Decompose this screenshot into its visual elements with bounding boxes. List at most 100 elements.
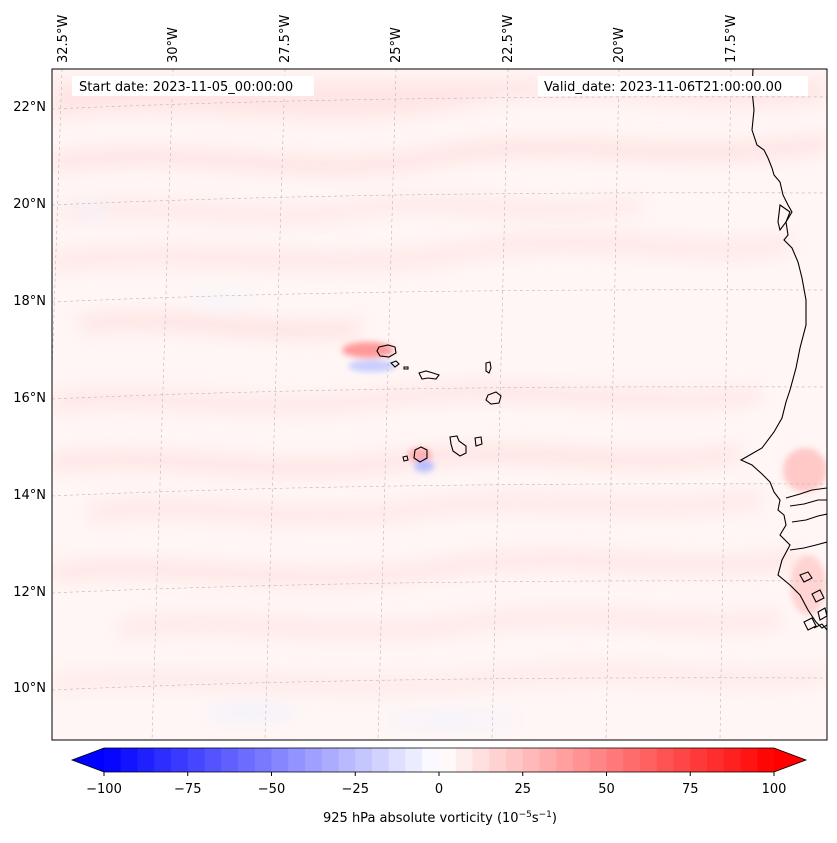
- island-brava: [402, 455, 409, 462]
- colorbar-level: [556, 748, 574, 772]
- lat-label: 12°N: [13, 585, 46, 600]
- colorbar-level: [405, 748, 423, 772]
- colorbar-level: [640, 748, 658, 772]
- colorbar-tick-label: 0: [435, 782, 443, 797]
- cape-verde-islands: [376, 344, 502, 463]
- colorbar-level: [422, 748, 440, 772]
- colorbar-level: [539, 748, 557, 772]
- colorbar-level: [288, 748, 306, 772]
- colorbar-level: [439, 748, 457, 772]
- lon-label: 20°W: [612, 27, 627, 63]
- longitude-labels: 32.5°W 30°W 27.5°W 25°W 22.5°W 20°W 17.5…: [56, 15, 739, 63]
- lat-label: 20°N: [13, 197, 46, 212]
- map-frame: [51, 68, 828, 741]
- lon-label: 17.5°W: [724, 15, 739, 63]
- lon-label: 32.5°W: [56, 15, 71, 63]
- lat-label: 18°N: [13, 294, 46, 309]
- colorbar-extend-low: [72, 748, 104, 772]
- colorbar-level: [623, 748, 641, 772]
- african-coastline: [739, 69, 827, 631]
- gridlines: [52, 69, 827, 740]
- colorbar-tick-label: −100: [86, 782, 122, 797]
- gambia-river-south: [789, 499, 827, 507]
- valid-date-box: [538, 76, 808, 96]
- colorbar-tick-label: 25: [514, 782, 531, 797]
- lon-label: 30°W: [166, 27, 181, 63]
- colorbar-level: [673, 748, 691, 772]
- colorbar-level: [522, 748, 540, 772]
- colorbar-tick-label: −25: [342, 782, 369, 797]
- colorbar-level: [305, 748, 323, 772]
- colorbar-extend-high: [774, 748, 806, 772]
- island-maio: [474, 436, 483, 447]
- colorbar-level: [606, 748, 624, 772]
- colorbar-level: [589, 748, 607, 772]
- colorbar-ticks: −100 −75 −50 −25 0 25 50 75 100: [86, 782, 786, 797]
- colorbar-level: [120, 748, 138, 772]
- colorbar-level: [690, 748, 708, 772]
- island-fogo: [413, 446, 428, 463]
- lat-label: 14°N: [13, 488, 46, 503]
- colorbar-level: [204, 748, 222, 772]
- colorbar-level: [137, 748, 155, 772]
- mainland-coast: [739, 69, 827, 629]
- island-santiago: [449, 435, 467, 457]
- gambia-river: [785, 487, 827, 499]
- bijagos-1: [799, 571, 813, 583]
- guinea-bissau-inlet: [789, 541, 827, 551]
- colorbar-level: [171, 748, 189, 772]
- colorbar-level: [506, 748, 524, 772]
- latitude-labels: 22°N 20°N 18°N 16°N 14°N 12°N 10°N: [13, 100, 46, 696]
- colorbar-tick-label: −50: [258, 782, 285, 797]
- colorbar-level: [187, 748, 205, 772]
- island-santo-antao: [376, 344, 397, 358]
- valid-date-label: Valid_date: 2023-11-06T21:00:00.00: [544, 80, 782, 95]
- island-sao-nicolau: [418, 370, 440, 380]
- colorbar-level: [656, 748, 674, 772]
- colorbar-level: [355, 748, 373, 772]
- colorbar-level: [740, 748, 758, 772]
- start-date-label: Start date: 2023-11-05_00:00:00: [79, 80, 293, 95]
- bijagos-3: [803, 617, 817, 631]
- colorbar-level: [455, 748, 473, 772]
- vorticity-field: [52, 80, 827, 693]
- colorbar-level: [472, 748, 490, 772]
- colorbar-label: 925 hPa absolute vorticity (10−5s−1): [323, 810, 557, 826]
- casamance: [791, 513, 827, 523]
- colorbar-level: [573, 748, 591, 772]
- colorbar-level: [757, 748, 775, 772]
- colorbar: [70, 747, 808, 776]
- colorbar-level: [321, 748, 339, 772]
- colorbar-level: [104, 748, 122, 772]
- guinea-coast: [813, 623, 827, 631]
- island-sal: [485, 361, 492, 374]
- colorbar-level: [271, 748, 289, 772]
- colorbar-tick-label: 50: [598, 782, 615, 797]
- island-boa-vista: [485, 391, 502, 405]
- start-date-box: [72, 76, 314, 96]
- colorbar-level: [254, 748, 272, 772]
- colorbar-tick-label: 100: [762, 782, 787, 797]
- colorbar-level: [388, 748, 406, 772]
- island-sao-vicente: [390, 360, 400, 368]
- coast-detail-1: [777, 204, 791, 232]
- colorbar-level: [723, 748, 741, 772]
- bijagos-2: [811, 589, 825, 603]
- lat-label: 16°N: [13, 391, 46, 406]
- colorbar-level: [221, 748, 239, 772]
- bijagos-4: [817, 607, 827, 621]
- negative-vorticity-patches: [72, 204, 520, 725]
- lat-label: 22°N: [13, 100, 46, 115]
- colorbar-level: [154, 748, 172, 772]
- colorbar-level: [707, 748, 725, 772]
- lon-label: 22.5°W: [501, 15, 516, 63]
- colorbar-level: [489, 748, 507, 772]
- colorbar-tick-label: −75: [174, 782, 201, 797]
- lon-label: 27.5°W: [278, 15, 293, 63]
- colorbar-level: [238, 748, 256, 772]
- colorbar-tick-label: 75: [682, 782, 699, 797]
- map-panel[interactable]: [40, 69, 827, 740]
- lon-label: 25°W: [389, 27, 404, 63]
